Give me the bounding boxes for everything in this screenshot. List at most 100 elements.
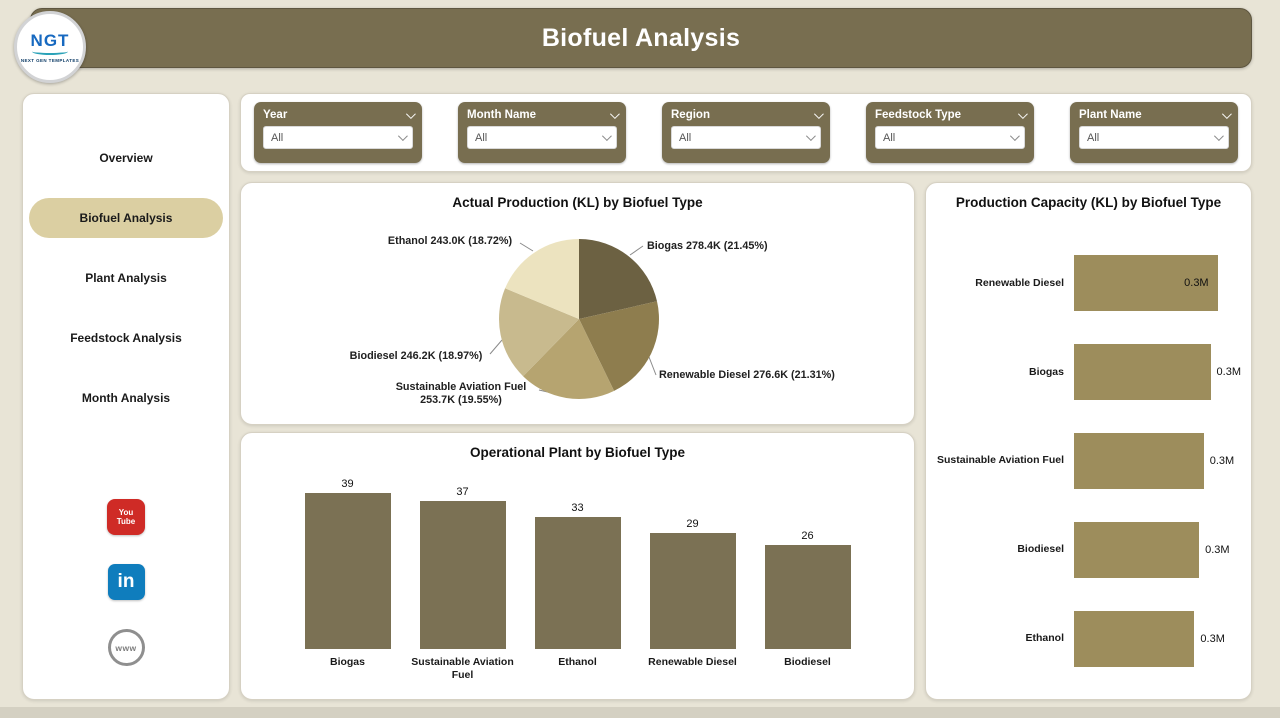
hbar-row-biodiesel: Biodiesel 0.3M (934, 505, 1241, 594)
pie-leader-line (629, 245, 644, 256)
pie-leader-line (489, 339, 503, 355)
sidebar-item-plant-analysis[interactable]: Plant Analysis (85, 271, 167, 285)
logo-tagline: NEXT GEN TEMPLATES (20, 58, 80, 63)
pie-label-renewable-diesel: Renewable Diesel 276.6K (21.31%) (659, 369, 835, 381)
slicer-plant-name-header[interactable]: Plant Name (1079, 108, 1232, 121)
chevron-down-icon (1213, 131, 1224, 142)
chevron-down-icon (609, 108, 620, 119)
column-bar-biodiesel[interactable] (764, 545, 851, 649)
slicer-year-dropdown[interactable]: All (263, 126, 413, 149)
hbar-bar-biogas[interactable] (1074, 344, 1211, 401)
sidebar: Overview Biofuel Analysis Plant Analysis… (22, 93, 230, 700)
hbar-row-ethanol: Ethanol 0.3M (934, 594, 1241, 683)
linkedin-icon[interactable]: in (107, 564, 145, 600)
pie-label-biodiesel: Biodiesel 246.2K (18.97%) (349, 350, 483, 362)
slicer-year-header[interactable]: Year (263, 108, 416, 121)
hbar-value-label: 0.3M (1184, 277, 1209, 290)
pie-slice-ethanol[interactable] (505, 239, 579, 319)
hbar-bar-ethanol[interactable] (1074, 610, 1195, 667)
column-value-label: 37 (456, 486, 469, 498)
youtube-icon-text-2: Tube (116, 517, 136, 526)
chevron-down-icon (601, 131, 612, 142)
slicer-region-header[interactable]: Region (671, 108, 824, 121)
column-category-label: Biogas (329, 656, 365, 668)
hbar-category-label: Ethanol (1025, 632, 1065, 645)
slicer-year-value: All (271, 131, 284, 144)
column-value-label: 29 (686, 518, 699, 530)
hbar-bar-renewable-diesel[interactable]: 0.3M (1074, 255, 1218, 312)
column-chart-title: Operational Plant by Biofuel Type (469, 445, 686, 460)
pie-slice-biodiesel[interactable] (498, 288, 579, 377)
slicer-month-name-dropdown[interactable]: All (467, 126, 617, 149)
slicer-feedstock-type-value: All (883, 131, 896, 144)
column-chart-bars: 39 Biogas 37 Sustainable Aviation Fuel 33 Eth… (241, 467, 914, 682)
hbar-row-renewable-diesel: Renewable Diesel 0.3M (934, 239, 1241, 328)
header-bar: Biofuel Analysis (30, 8, 1252, 68)
slicer-feedstock-type-header[interactable]: Feedstock Type (875, 108, 1028, 121)
pie-slice-biogas[interactable] (579, 239, 657, 319)
pie-label-ethanol: Ethanol 243.0K (18.72%) (387, 235, 513, 247)
slicer-plant-name-dropdown[interactable]: All (1079, 126, 1229, 149)
slicer-plant-name-value: All (1087, 131, 1100, 144)
logo-swoosh-icon (32, 48, 68, 55)
sidebar-item-feedstock-analysis[interactable]: Feedstock Analysis (70, 331, 182, 345)
globe-icon-text: www (115, 642, 137, 653)
pie-slice-renewable-diesel[interactable] (579, 301, 659, 391)
column-category-label: Sustainable Aviation Fuel (411, 656, 514, 682)
column-value-label: 39 (341, 478, 354, 490)
column-value-label: 33 (571, 502, 584, 514)
social-links: You Tube in www (23, 499, 229, 666)
ngt-logo: NGT NEXT GEN TEMPLATES (14, 11, 86, 83)
pie-label-sustainable-aviation-fuel: Sustainable Aviation Fuel 253.7K (19.55%… (395, 381, 527, 407)
pie-leader-line (519, 242, 534, 252)
slicer-region-dropdown[interactable]: All (671, 126, 821, 149)
column-group-ethanol: 33 Ethanol (534, 467, 621, 682)
slicer-month-name-header[interactable]: Month Name (467, 108, 620, 121)
column-group-renewable-diesel: 29 Renewable Diesel (648, 467, 737, 682)
slicer-month-name-label: Month Name (467, 109, 536, 121)
logo-acronym: NGT (30, 31, 70, 50)
pie-svg (489, 239, 659, 399)
chevron-down-icon (405, 108, 416, 119)
hbar-row-sustainable-aviation-fuel: Sustainable Aviation Fuel 0.3M (934, 417, 1241, 506)
column-bar-biogas[interactable] (304, 493, 391, 649)
slicer-plant-name-label: Plant Name (1079, 109, 1142, 121)
slicer-year-label: Year (263, 109, 288, 121)
column-category-label: Ethanol (558, 656, 597, 668)
column-bar-renewable-diesel[interactable] (649, 533, 736, 649)
hbar-category-label: Biogas (1028, 365, 1064, 378)
pie-chart-title: Actual Production (KL) by Biofuel Type (452, 195, 703, 210)
slicer-region-label: Region (671, 109, 710, 121)
column-value-label: 26 (801, 530, 814, 542)
window-bottom-strip (0, 707, 1280, 718)
hbar-row-biogas: Biogas 0.3M (934, 328, 1241, 417)
column-bar-ethanol[interactable] (534, 517, 621, 649)
pie-leader-line (648, 356, 657, 376)
column-group-biodiesel: 26 Biodiesel (764, 467, 851, 682)
column-category-label: Renewable Diesel (648, 656, 737, 668)
sidebar-item-month-analysis[interactable]: Month Analysis (81, 391, 171, 405)
youtube-icon[interactable]: You Tube (107, 499, 145, 535)
slicer-region-value: All (679, 131, 692, 144)
chevron-down-icon (397, 131, 408, 142)
column-bar-sustainable-aviation-fuel[interactable] (419, 501, 506, 649)
column-category-label: Biodiesel (784, 656, 831, 668)
pie-slice-sustainable-aviation-fuel[interactable] (523, 319, 615, 399)
hbar-value-label: 0.3M (1209, 454, 1235, 467)
page-title: Biofuel Analysis (541, 23, 741, 52)
hbar-category-label: Sustainable Aviation Fuel (937, 454, 1064, 467)
slicer-feedstock-type-dropdown[interactable]: All (875, 126, 1025, 149)
chevron-down-icon (1017, 108, 1028, 119)
chevron-down-icon (813, 108, 824, 119)
slicer-feedstock-type-label: Feedstock Type (875, 109, 962, 121)
slicer-plant-name: Plant Name All (1070, 102, 1238, 163)
hbar-bar-sustainable-aviation-fuel[interactable] (1074, 432, 1204, 489)
slicer-year: Year All (254, 102, 422, 163)
sidebar-item-biofuel-analysis[interactable]: Biofuel Analysis (29, 198, 223, 238)
hbar-bar-biodiesel[interactable] (1074, 521, 1200, 578)
website-globe-icon[interactable]: www (107, 629, 145, 666)
chevron-down-icon (805, 131, 816, 142)
slicer-month-name-value: All (475, 131, 488, 144)
hbar-chart-card: Production Capacity (KL) by Biofuel Type… (925, 182, 1252, 700)
sidebar-item-overview[interactable]: Overview (99, 151, 153, 165)
